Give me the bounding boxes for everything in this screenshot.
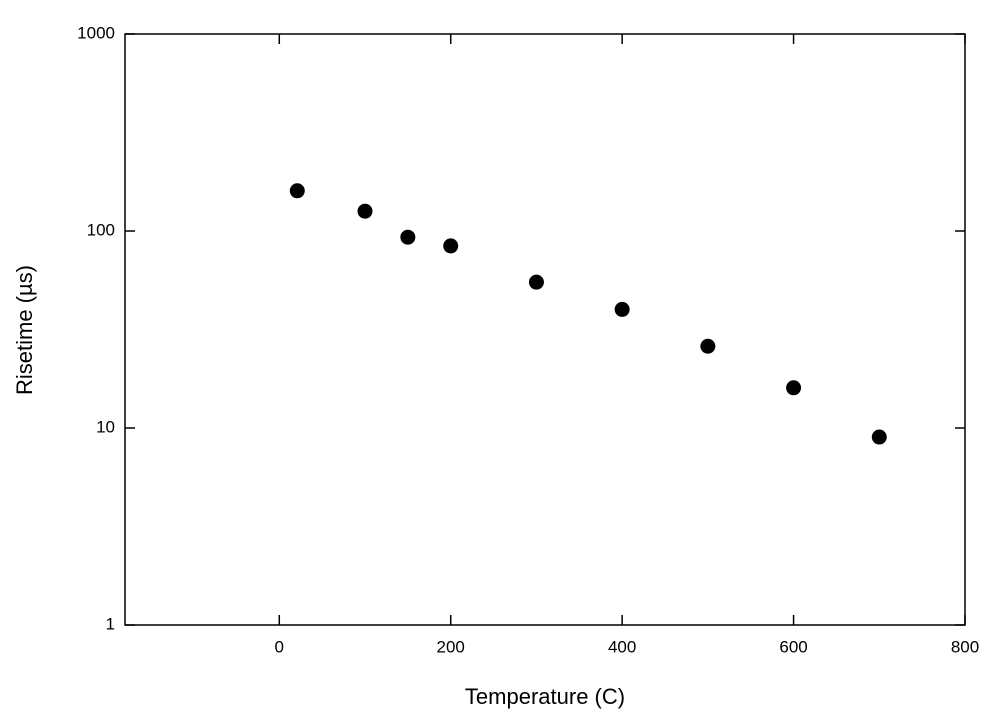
x-tick-label: 200 <box>437 637 465 656</box>
x-tick-label: 0 <box>275 637 284 656</box>
x-tick-label: 800 <box>951 637 979 656</box>
point <box>700 338 716 354</box>
y-tick-label: 1 <box>106 614 115 633</box>
x-tick-label: 400 <box>608 637 636 656</box>
y-tick-label: 100 <box>87 220 115 239</box>
point <box>443 238 459 254</box>
point <box>400 229 416 245</box>
x-tick-label: 600 <box>779 637 807 656</box>
plot-frame <box>124 33 966 626</box>
point <box>786 380 802 396</box>
y-tick-label: 1000 <box>77 23 115 42</box>
point <box>871 429 887 445</box>
x-axis-title: Temperature (C) <box>465 684 625 709</box>
y-tick-label: 10 <box>96 417 115 436</box>
point <box>357 203 373 219</box>
point <box>614 301 630 317</box>
point <box>289 183 305 199</box>
y-axis-title: Risetime (µs) <box>12 265 37 395</box>
point <box>528 274 544 290</box>
